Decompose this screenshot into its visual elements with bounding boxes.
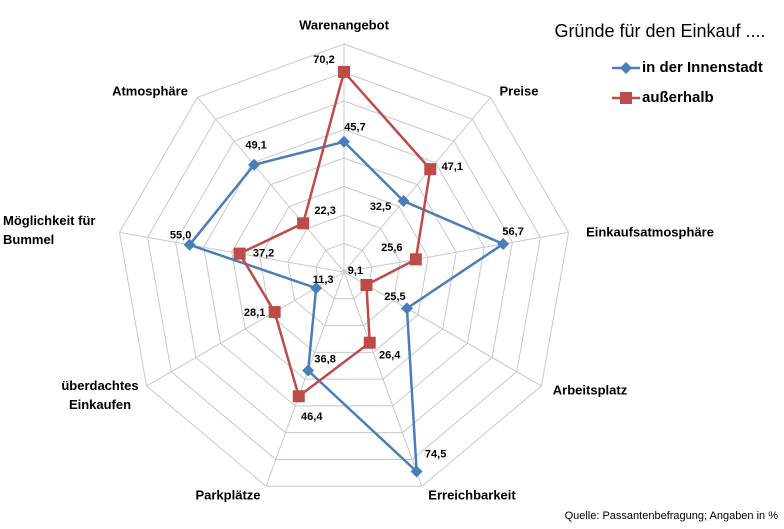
point-marker	[297, 217, 310, 230]
category-label: Arbeitsplatz	[552, 382, 628, 398]
category-label: Atmosphäre	[112, 83, 188, 99]
spoke	[119, 231, 345, 273]
point-marker	[292, 390, 305, 403]
grid-ring	[259, 185, 429, 353]
category-label: Parkplätze	[195, 487, 261, 503]
spoke	[343, 271, 542, 387]
data-label: 22,3	[314, 205, 335, 217]
point-marker	[410, 465, 423, 478]
grid-ring	[203, 128, 485, 407]
point-marker	[248, 158, 261, 171]
data-label: 74,5	[425, 448, 446, 460]
category-label: Einkaufsatmosphäre	[586, 224, 714, 240]
grid-ring	[147, 71, 541, 460]
legend-label: außerhalb	[642, 89, 714, 106]
grid-ring	[175, 100, 513, 434]
data-label: 70,2	[313, 54, 334, 66]
data-label: 55,0	[170, 230, 191, 242]
data-label: 9,1	[348, 265, 363, 277]
point-marker	[497, 237, 510, 250]
point-marker	[310, 282, 323, 295]
data-label: 37,2	[253, 247, 274, 259]
data-label: 46,4	[301, 411, 323, 423]
grid-ring	[231, 157, 457, 380]
chart-title: Gründe für den Einkauf ....	[554, 21, 765, 41]
category-label: Möglichkeit für Bummel	[3, 213, 96, 247]
spoke	[343, 231, 569, 273]
data-label: 56,7	[502, 226, 523, 238]
spoke	[197, 97, 345, 273]
data-label: 45,7	[344, 122, 365, 134]
category-label: überdachtes Einkaufen	[61, 378, 139, 412]
data-label: 28,1	[244, 307, 265, 319]
point-marker	[363, 336, 376, 349]
point-marker	[397, 195, 410, 208]
data-label: 25,6	[381, 242, 402, 254]
point-marker	[338, 65, 350, 78]
category-label: Erreichbarkeit	[428, 487, 516, 503]
legend-marker	[620, 92, 632, 104]
data-label: 26,4	[379, 350, 401, 362]
point-marker	[400, 302, 413, 315]
category-label: Warenangebot	[299, 17, 389, 33]
point-marker	[233, 247, 246, 260]
spoke	[146, 271, 345, 387]
point-marker	[268, 306, 281, 319]
spoke	[343, 271, 423, 487]
data-label: 32,5	[370, 201, 391, 213]
data-label: 36,8	[314, 353, 335, 365]
spoke	[265, 271, 345, 487]
data-label: 25,5	[384, 291, 405, 303]
grid-ring	[287, 214, 401, 327]
data-label: 47,1	[442, 161, 463, 173]
spoke	[343, 97, 491, 273]
point-marker	[424, 163, 437, 176]
grid-ring	[118, 43, 570, 487]
point-marker	[360, 278, 373, 291]
grid-ring	[315, 242, 373, 300]
point-marker	[338, 135, 350, 148]
category-label: Preise	[499, 83, 539, 99]
legend-label: in der Innenstadt	[642, 59, 763, 76]
point-marker	[409, 253, 422, 266]
data-label: 11,3	[313, 274, 334, 286]
series-line	[237, 69, 432, 399]
source-note: Quelle: Passantenbefragung; Angaben in %	[565, 510, 779, 522]
series-line	[187, 140, 506, 475]
point-marker	[183, 238, 196, 251]
legend-marker	[620, 62, 632, 74]
point-marker	[302, 364, 315, 377]
data-label: 49,1	[245, 140, 266, 152]
